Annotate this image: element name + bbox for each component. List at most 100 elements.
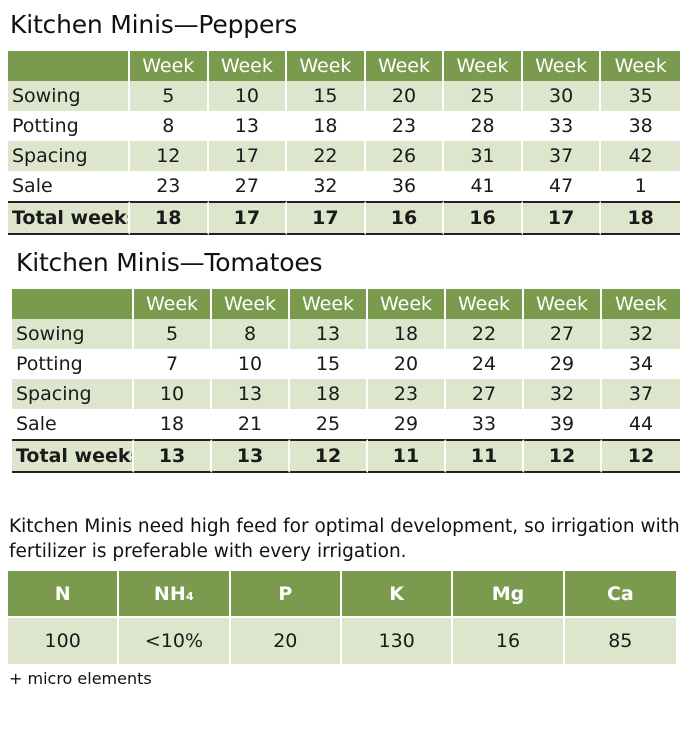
table-cell: 17 — [287, 201, 366, 235]
table-cell: 5 — [134, 319, 212, 349]
table-cell: 20 — [368, 349, 446, 379]
table-cell: 41 — [444, 171, 523, 201]
table-row: Potting 7 10 15 20 24 29 34 — [12, 349, 680, 379]
table-cell: 32 — [602, 319, 680, 349]
nutrient-header: Ca — [564, 571, 676, 616]
header-cell: Week — [212, 289, 290, 319]
header-cell: Week — [601, 51, 680, 81]
row-label: Sowing — [8, 81, 130, 111]
micro-elements-footnote: + micro elements — [9, 669, 152, 688]
table-cell: 11 — [446, 439, 524, 473]
nutrient-value: 130 — [341, 616, 454, 664]
table-cell: 29 — [368, 409, 446, 439]
table-cell: 7 — [134, 349, 212, 379]
table-row: Sale 23 27 32 36 41 47 1 — [8, 171, 680, 201]
header-cell: Week — [524, 289, 602, 319]
table-cell: 10 — [212, 349, 290, 379]
header-cell: Week — [368, 289, 446, 319]
table-cell: 29 — [524, 349, 602, 379]
peppers-schedule-table: Week Week Week Week Week Week Week Sowin… — [8, 51, 680, 235]
table-cell: 21 — [212, 409, 290, 439]
table-cell: 10 — [134, 379, 212, 409]
table-cell: 22 — [287, 141, 366, 171]
table-cell: 12 — [290, 439, 368, 473]
table-cell: 44 — [602, 409, 680, 439]
table-header-row: Week Week Week Week Week Week Week — [8, 51, 680, 81]
table-cell: 18 — [130, 201, 209, 235]
row-label: Potting — [12, 349, 134, 379]
header-cell: Week — [444, 51, 523, 81]
row-label: Total weeks — [8, 201, 130, 235]
row-label: Potting — [8, 111, 130, 141]
table-row: Potting 8 13 18 23 28 33 38 — [8, 111, 680, 141]
table-cell: 33 — [446, 409, 524, 439]
row-label: Sale — [12, 409, 134, 439]
header-cell: Week — [365, 51, 445, 81]
table-cell: 37 — [602, 379, 680, 409]
nutrient-header: NH₄ — [119, 571, 231, 616]
table-cell: 18 — [287, 111, 366, 141]
table-cell: 17 — [522, 201, 602, 235]
table-cell: 25 — [290, 409, 368, 439]
total-row: Total weeks 13 13 12 11 11 12 12 — [12, 439, 680, 473]
fertilizer-value-row: 100 <10% 20 130 16 85 — [8, 616, 676, 664]
nutrient-header: K — [341, 571, 454, 616]
table-cell: 23 — [130, 171, 209, 201]
fertilizer-header-row: N NH₄ P K Mg Ca — [8, 571, 676, 616]
feeding-note: Kitchen Minis need high feed for optimal… — [9, 516, 680, 562]
table-cell: 42 — [601, 141, 680, 171]
table-cell: 32 — [524, 379, 602, 409]
table-cell: 33 — [522, 111, 602, 141]
row-label: Sale — [8, 171, 130, 201]
table-cell: 18 — [290, 379, 368, 409]
table-cell: 8 — [130, 111, 209, 141]
header-corner-cell — [8, 51, 130, 81]
row-label: Spacing — [8, 141, 130, 171]
table-cell: 32 — [287, 171, 366, 201]
table-cell: 12 — [602, 439, 680, 473]
table-cell: 12 — [524, 439, 602, 473]
nutrient-header: P — [230, 571, 342, 616]
header-cell: Week — [522, 51, 602, 81]
nutrient-header: N — [8, 571, 120, 616]
table-cell: 1 — [601, 171, 680, 201]
table-cell: 37 — [522, 141, 602, 171]
table-cell: 10 — [208, 81, 288, 111]
nutrient-header: Mg — [453, 571, 565, 616]
table-cell: 27 — [446, 379, 524, 409]
table-cell: 13 — [134, 439, 212, 473]
header-cell: Week — [446, 289, 524, 319]
header-corner-cell — [12, 289, 134, 319]
header-cell: Week — [130, 51, 209, 81]
table-cell: 12 — [130, 141, 209, 171]
header-cell: Week — [602, 289, 680, 319]
total-row: Total weeks 18 17 17 16 16 17 18 — [8, 201, 680, 235]
table-cell: 13 — [290, 319, 368, 349]
header-cell: Week — [287, 51, 366, 81]
header-cell: Week — [208, 51, 288, 81]
table-cell: 22 — [446, 319, 524, 349]
header-cell: Week — [134, 289, 212, 319]
nutrient-value: 85 — [564, 616, 676, 664]
table-row: Sale 18 21 25 29 33 39 44 — [12, 409, 680, 439]
table-cell: 35 — [601, 81, 680, 111]
fertilizer-table: N NH₄ P K Mg Ca 100 <10% 20 130 16 85 — [8, 571, 676, 664]
table-cell: 34 — [602, 349, 680, 379]
table-header-row: Week Week Week Week Week Week Week — [12, 289, 680, 319]
peppers-title: Kitchen Minis—Peppers — [10, 10, 298, 39]
table-cell: 27 — [208, 171, 288, 201]
table-cell: 11 — [368, 439, 446, 473]
table-cell: 17 — [208, 141, 288, 171]
table-cell: 31 — [444, 141, 523, 171]
table-cell: 27 — [524, 319, 602, 349]
table-row: Sowing 5 10 15 20 25 30 35 — [8, 81, 680, 111]
row-label: Spacing — [12, 379, 134, 409]
table-row: Spacing 10 13 18 23 27 32 37 — [12, 379, 680, 409]
table-cell: 13 — [212, 439, 290, 473]
table-cell: 13 — [212, 379, 290, 409]
table-cell: 16 — [444, 201, 523, 235]
table-cell: 16 — [365, 201, 445, 235]
table-cell: 23 — [368, 379, 446, 409]
table-cell: 18 — [368, 319, 446, 349]
table-cell: 18 — [601, 201, 680, 235]
